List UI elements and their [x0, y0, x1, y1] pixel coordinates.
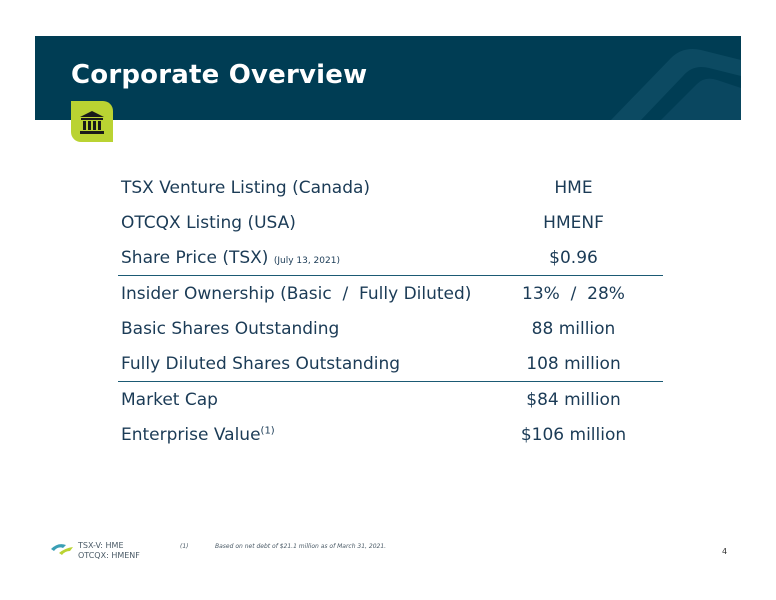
- footnote-marker: (1): [260, 424, 275, 436]
- row-value: $0.96: [549, 247, 598, 268]
- ticker-tsxv: TSX-V: HME: [78, 541, 124, 550]
- page-number: 4: [722, 547, 728, 556]
- footnote-number: (1): [180, 543, 189, 550]
- ticker-info: TSX-V: HME OTCQX: HMENF: [78, 541, 140, 561]
- row-label: Enterprise Value: [121, 424, 261, 445]
- footnote-text: Based on net debt of $21.1 million as of…: [215, 543, 387, 550]
- ticker-otcqx: OTCQX: HMENF: [78, 551, 140, 560]
- table-row: Share Price (TSX) (July 13, 2021) $0.96: [118, 240, 663, 276]
- row-date-note: (July 13, 2021): [273, 255, 340, 266]
- row-value: 13% / 28%: [522, 283, 625, 304]
- table-row: Basic Shares Outstanding 88 million: [118, 311, 663, 346]
- company-logo-icon: [51, 544, 73, 555]
- row-value: $106 million: [520, 424, 627, 445]
- row-label: OTCQX Listing (USA): [121, 212, 296, 233]
- table-row: OTCQX Listing (USA) HMENF: [118, 205, 663, 240]
- row-label: Share Price (TSX): [121, 247, 269, 268]
- row-label-wrap: Enterprise Value(1): [118, 425, 484, 445]
- row-label: Insider Ownership (Basic / Fully Diluted…: [121, 283, 472, 304]
- badge-bank: [71, 101, 113, 142]
- row-label: Basic Shares Outstanding: [121, 318, 340, 339]
- row-label: Fully Diluted Shares Outstanding: [121, 353, 401, 374]
- row-label: Market Cap: [121, 389, 218, 410]
- row-value: 88 million: [531, 318, 616, 339]
- overview-table: TSX Venture Listing (Canada) HME OTCQX L…: [118, 170, 663, 452]
- table-row: Enterprise Value(1) $106 million: [118, 417, 663, 452]
- logo-watermark-icon: [611, 49, 741, 120]
- header-bar: Corporate Overview: [35, 36, 741, 120]
- row-value: $84 million: [526, 389, 621, 410]
- table-row: TSX Venture Listing (Canada) HME: [118, 170, 663, 205]
- row-value: HMENF: [543, 212, 604, 233]
- page-title: Corporate Overview: [71, 60, 368, 90]
- row-value: 108 million: [526, 353, 621, 374]
- bank-icon: [80, 110, 104, 134]
- row-label: TSX Venture Listing (Canada): [121, 177, 371, 198]
- row-label-wrap: Share Price (TSX) (July 13, 2021): [118, 248, 484, 268]
- table-row: Fully Diluted Shares Outstanding 108 mil…: [118, 346, 663, 382]
- table-row: Insider Ownership (Basic / Fully Diluted…: [118, 276, 663, 311]
- table-row: Market Cap $84 million: [118, 382, 663, 417]
- row-value: HME: [554, 177, 593, 198]
